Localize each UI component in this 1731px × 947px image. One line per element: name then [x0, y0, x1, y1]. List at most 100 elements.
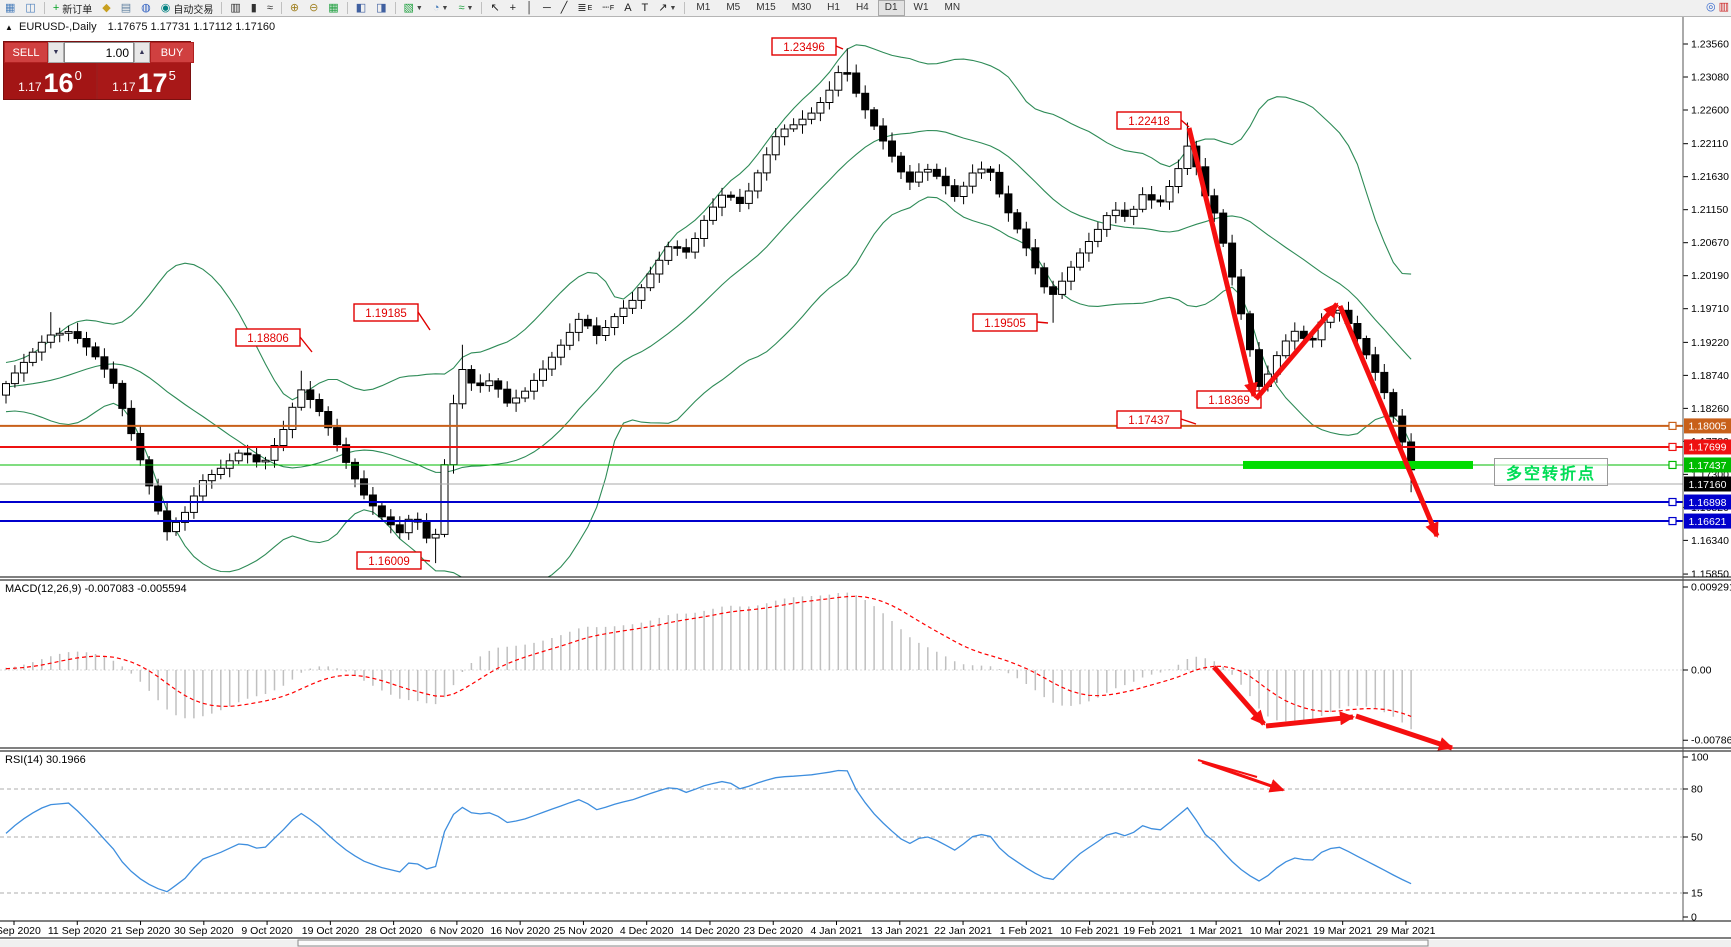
trend-arrow: [1254, 302, 1339, 401]
crosshair-button[interactable]: +: [506, 0, 520, 16]
svg-text:1.19185: 1.19185: [365, 308, 407, 320]
svg-text:1.17437: 1.17437: [1128, 415, 1170, 427]
chevron-down-icon: ▼: [669, 4, 677, 12]
chevron-down-icon: ▼: [466, 4, 474, 12]
svg-text:1.20670: 1.20670: [1691, 237, 1729, 249]
timeframe-H4-button[interactable]: H4: [855, 2, 869, 13]
toolbar: ▦ ◫ + 新订单 ◆ ▤ ◍ ◉ 自动交易 ▥ ▮ ≈ ⊕ ⊖ ▦ ◧ ◨ ▧ ▼ ◔ ▼ ≈ ▼ ↖ + │ ─ ╱ ≣ E ┈ F A T ↗…: [0, 0, 1731, 17]
text-button[interactable]: A: [620, 0, 635, 16]
zoom-out-button[interactable]: ⊖: [305, 0, 322, 16]
svg-text:100: 100: [1691, 752, 1709, 764]
volume-decrease-button[interactable]: ▼: [48, 42, 64, 63]
candle-chart-mode-button[interactable]: ▮: [247, 0, 261, 16]
svg-text:10 Mar 2021: 10 Mar 2021: [1250, 925, 1309, 937]
profiles-button[interactable]: ▤: [117, 0, 135, 16]
horizontal-levels[interactable]: [0, 421, 1683, 526]
cursor-button[interactable]: ↖: [486, 0, 503, 16]
arrows-tool-button[interactable]: ↗ ▼: [654, 0, 680, 16]
timeframe-D1-button[interactable]: D1: [877, 0, 905, 16]
svg-text:19 Oct 2020: 19 Oct 2020: [302, 925, 359, 937]
trend-arrows[interactable]: [1186, 127, 1440, 538]
sell-price-big: 16: [43, 68, 74, 98]
macd-arrows[interactable]: [1212, 665, 1454, 751]
chart-shift-button[interactable]: ◨: [372, 0, 390, 16]
sell-price-sup: 0: [74, 68, 82, 83]
bar-chart-mode-button[interactable]: ▥: [226, 0, 244, 16]
sell-price[interactable]: 1.17 16 0: [4, 63, 96, 99]
svg-text:0.009291: 0.009291: [1691, 582, 1731, 594]
buy-price[interactable]: 1.17 17 5: [98, 63, 190, 99]
svg-text:1.16340: 1.16340: [1691, 535, 1729, 547]
timeframe-M30-button[interactable]: M30: [791, 2, 812, 13]
svg-text:1.19710: 1.19710: [1691, 303, 1729, 315]
window-zoom-button[interactable]: ◫: [21, 0, 39, 16]
toolbar-separator: [346, 2, 348, 14]
svg-text:11 Sep 2020: 11 Sep 2020: [48, 925, 107, 937]
price-callout[interactable]: 1.22418: [1116, 111, 1190, 130]
equidistant-channel-button[interactable]: ≣ E: [573, 0, 596, 16]
trendline-button[interactable]: ╱: [557, 0, 572, 16]
buy-price-big: 17: [137, 68, 168, 98]
volume-input[interactable]: [64, 42, 134, 63]
price-callout[interactable]: 1.19505: [972, 313, 1049, 332]
note-box[interactable]: 多空转折点: [1494, 458, 1608, 486]
trend-arrow[interactable]: [1201, 760, 1285, 793]
horizontal-scrollbar[interactable]: [0, 939, 1731, 947]
symbol-title: EURUSD-,Daily: [18, 21, 97, 33]
equidistant-channel-icon: ≣: [577, 1, 587, 14]
tile-windows-button[interactable]: ▦: [324, 0, 342, 16]
chart-icon[interactable]: ▥: [1718, 1, 1729, 13]
bar-chart-mode-icon: ▥: [230, 1, 241, 14]
eraser-button[interactable]: ◆: [98, 0, 114, 16]
trend-arrow: [1337, 305, 1440, 538]
vertical-line-button[interactable]: │: [522, 0, 537, 16]
find-icon[interactable]: ◎: [1705, 1, 1716, 13]
volume-increase-button[interactable]: ▲: [134, 42, 150, 63]
rsi-title: RSI(14) 30.1966: [5, 754, 86, 766]
zoom-in-button[interactable]: ⊕: [286, 0, 303, 16]
new-order-label: 新订单: [62, 4, 93, 16]
timeframe-MN-button[interactable]: MN: [944, 2, 961, 13]
chart-shift-icon: ◨: [376, 1, 387, 14]
macd-signal-line: [5, 595, 1412, 717]
svg-text:80: 80: [1691, 784, 1703, 796]
auto-scroll-button[interactable]: ◧: [352, 0, 370, 16]
chevron-down-icon: ▼: [441, 4, 449, 12]
price-callout[interactable]: 1.16009: [356, 551, 431, 570]
line-chart-mode-button[interactable]: ≈: [263, 0, 277, 16]
new-chart-icon: ▧: [403, 1, 414, 14]
svg-text:1 Mar 2021: 1 Mar 2021: [1190, 925, 1243, 937]
new-window-button[interactable]: ▦: [1, 0, 19, 16]
new-chart-button[interactable]: ▧ ▼: [400, 0, 427, 16]
svg-text:15: 15: [1691, 888, 1703, 900]
period-menu-button[interactable]: ◔ ▼: [429, 0, 453, 16]
new-order-button[interactable]: + 新订单: [49, 0, 96, 16]
text-label-button[interactable]: T: [638, 0, 653, 16]
trend-arrow: [1265, 711, 1355, 729]
sell-button[interactable]: SELL: [4, 42, 48, 63]
template-menu-button[interactable]: ≈ ▼: [454, 0, 477, 16]
collapse-marker-icon[interactable]: ▲: [5, 23, 13, 32]
timeframe-H1-button[interactable]: H1: [827, 2, 840, 13]
fibonacci-sub: F: [609, 4, 615, 12]
trend-arrow: [1186, 127, 1258, 398]
zoom-in-icon: ⊕: [289, 1, 300, 14]
buy-button[interactable]: BUY: [150, 42, 194, 63]
price-callout[interactable]: 1.17437: [1116, 410, 1197, 429]
price-callout[interactable]: 1.18806: [235, 328, 313, 353]
timeframe-M15-button[interactable]: M15: [756, 2, 776, 13]
macd-axis: 0.009291 0.00 -0.007863: [1683, 582, 1731, 747]
svg-text:1.18806: 1.18806: [247, 333, 289, 345]
horizontal-line-button[interactable]: ─: [539, 0, 555, 16]
timeframe-M5-button[interactable]: M5: [726, 2, 741, 13]
alerts-button[interactable]: ◍: [137, 0, 155, 16]
svg-text:14 Dec 2020: 14 Dec 2020: [680, 925, 740, 937]
timeframe-M1-button[interactable]: M1: [696, 2, 711, 13]
svg-text:29 Mar 2021: 29 Mar 2021: [1376, 925, 1435, 937]
price-callout[interactable]: 1.19185: [353, 303, 431, 331]
timeframe-W1-button[interactable]: W1: [913, 2, 929, 13]
autotrade-button[interactable]: ◉ 自动交易: [157, 0, 218, 16]
fibonacci-button[interactable]: ┈ F: [598, 0, 618, 16]
price-callout[interactable]: 1.23496: [771, 37, 844, 56]
